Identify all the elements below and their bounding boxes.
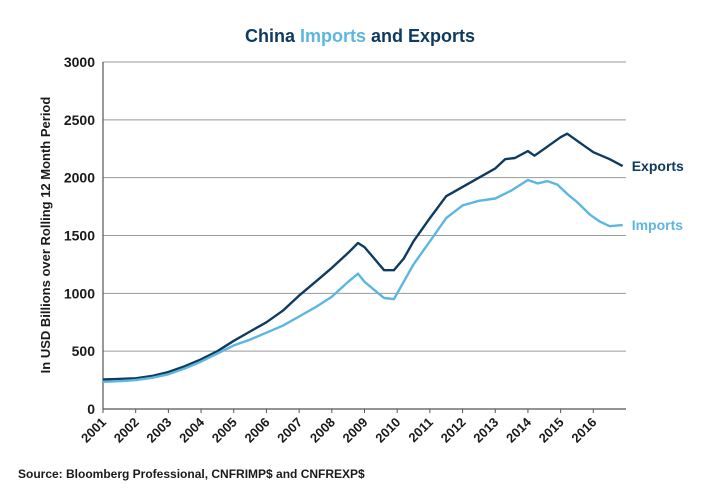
y-axis-label: In USD Billions over Rolling 12 Month Pe…	[38, 97, 53, 374]
x-tick-label: 2008	[307, 415, 338, 446]
series-label-imports: Imports	[632, 217, 684, 233]
gridlines	[103, 61, 626, 352]
x-tick-label: 2005	[209, 415, 240, 446]
x-tick-label: 2012	[438, 415, 469, 446]
series-labels: Exports Imports	[632, 158, 684, 233]
x-tick-label: 2011	[405, 415, 436, 446]
title-part-exports: and Exports	[366, 26, 475, 46]
title-part-imports: Imports	[300, 26, 366, 46]
y-tick-label: 2500	[64, 112, 95, 128]
x-tick-label: 2007	[274, 415, 305, 446]
x-axis-ticks: 2001 2002 2003 2004 2005 2006 2007 2008 2009 2010…	[78, 409, 599, 446]
x-tick-label: 2006	[242, 415, 273, 446]
x-tick-label: 2015	[536, 415, 567, 446]
x-tick-label: 2004	[176, 414, 208, 446]
y-tick-label: 0	[87, 401, 95, 417]
y-tick-label: 3000	[64, 54, 95, 70]
y-tick-label: 500	[72, 343, 96, 359]
y-tick-label: 2000	[64, 170, 95, 186]
y-tick-label: 1000	[64, 285, 95, 301]
chart-title: China Imports and Exports	[245, 26, 475, 46]
series-label-exports: Exports	[632, 158, 684, 174]
x-tick-label: 2009	[340, 415, 371, 446]
title-part-china: China	[245, 26, 300, 46]
x-tick-label: 2001	[78, 415, 109, 446]
series-line-exports	[102, 132, 624, 381]
series-group	[102, 132, 624, 383]
x-tick-label: 2014	[503, 414, 535, 446]
x-tick-label: 2013	[470, 415, 501, 446]
source-note: Source: Bloomberg Professional, CNFRIMP$…	[18, 467, 365, 481]
x-tick-label: 2016	[568, 415, 599, 446]
x-tick-label: 2002	[111, 415, 142, 446]
x-tick-label: 2010	[372, 415, 403, 446]
x-tick-label: 2003	[143, 415, 174, 446]
y-axis-ticks: 0 500 1000 1500 2000 2500 3000	[64, 54, 95, 417]
y-tick-label: 1500	[64, 228, 95, 244]
series-line-imports	[102, 178, 623, 383]
